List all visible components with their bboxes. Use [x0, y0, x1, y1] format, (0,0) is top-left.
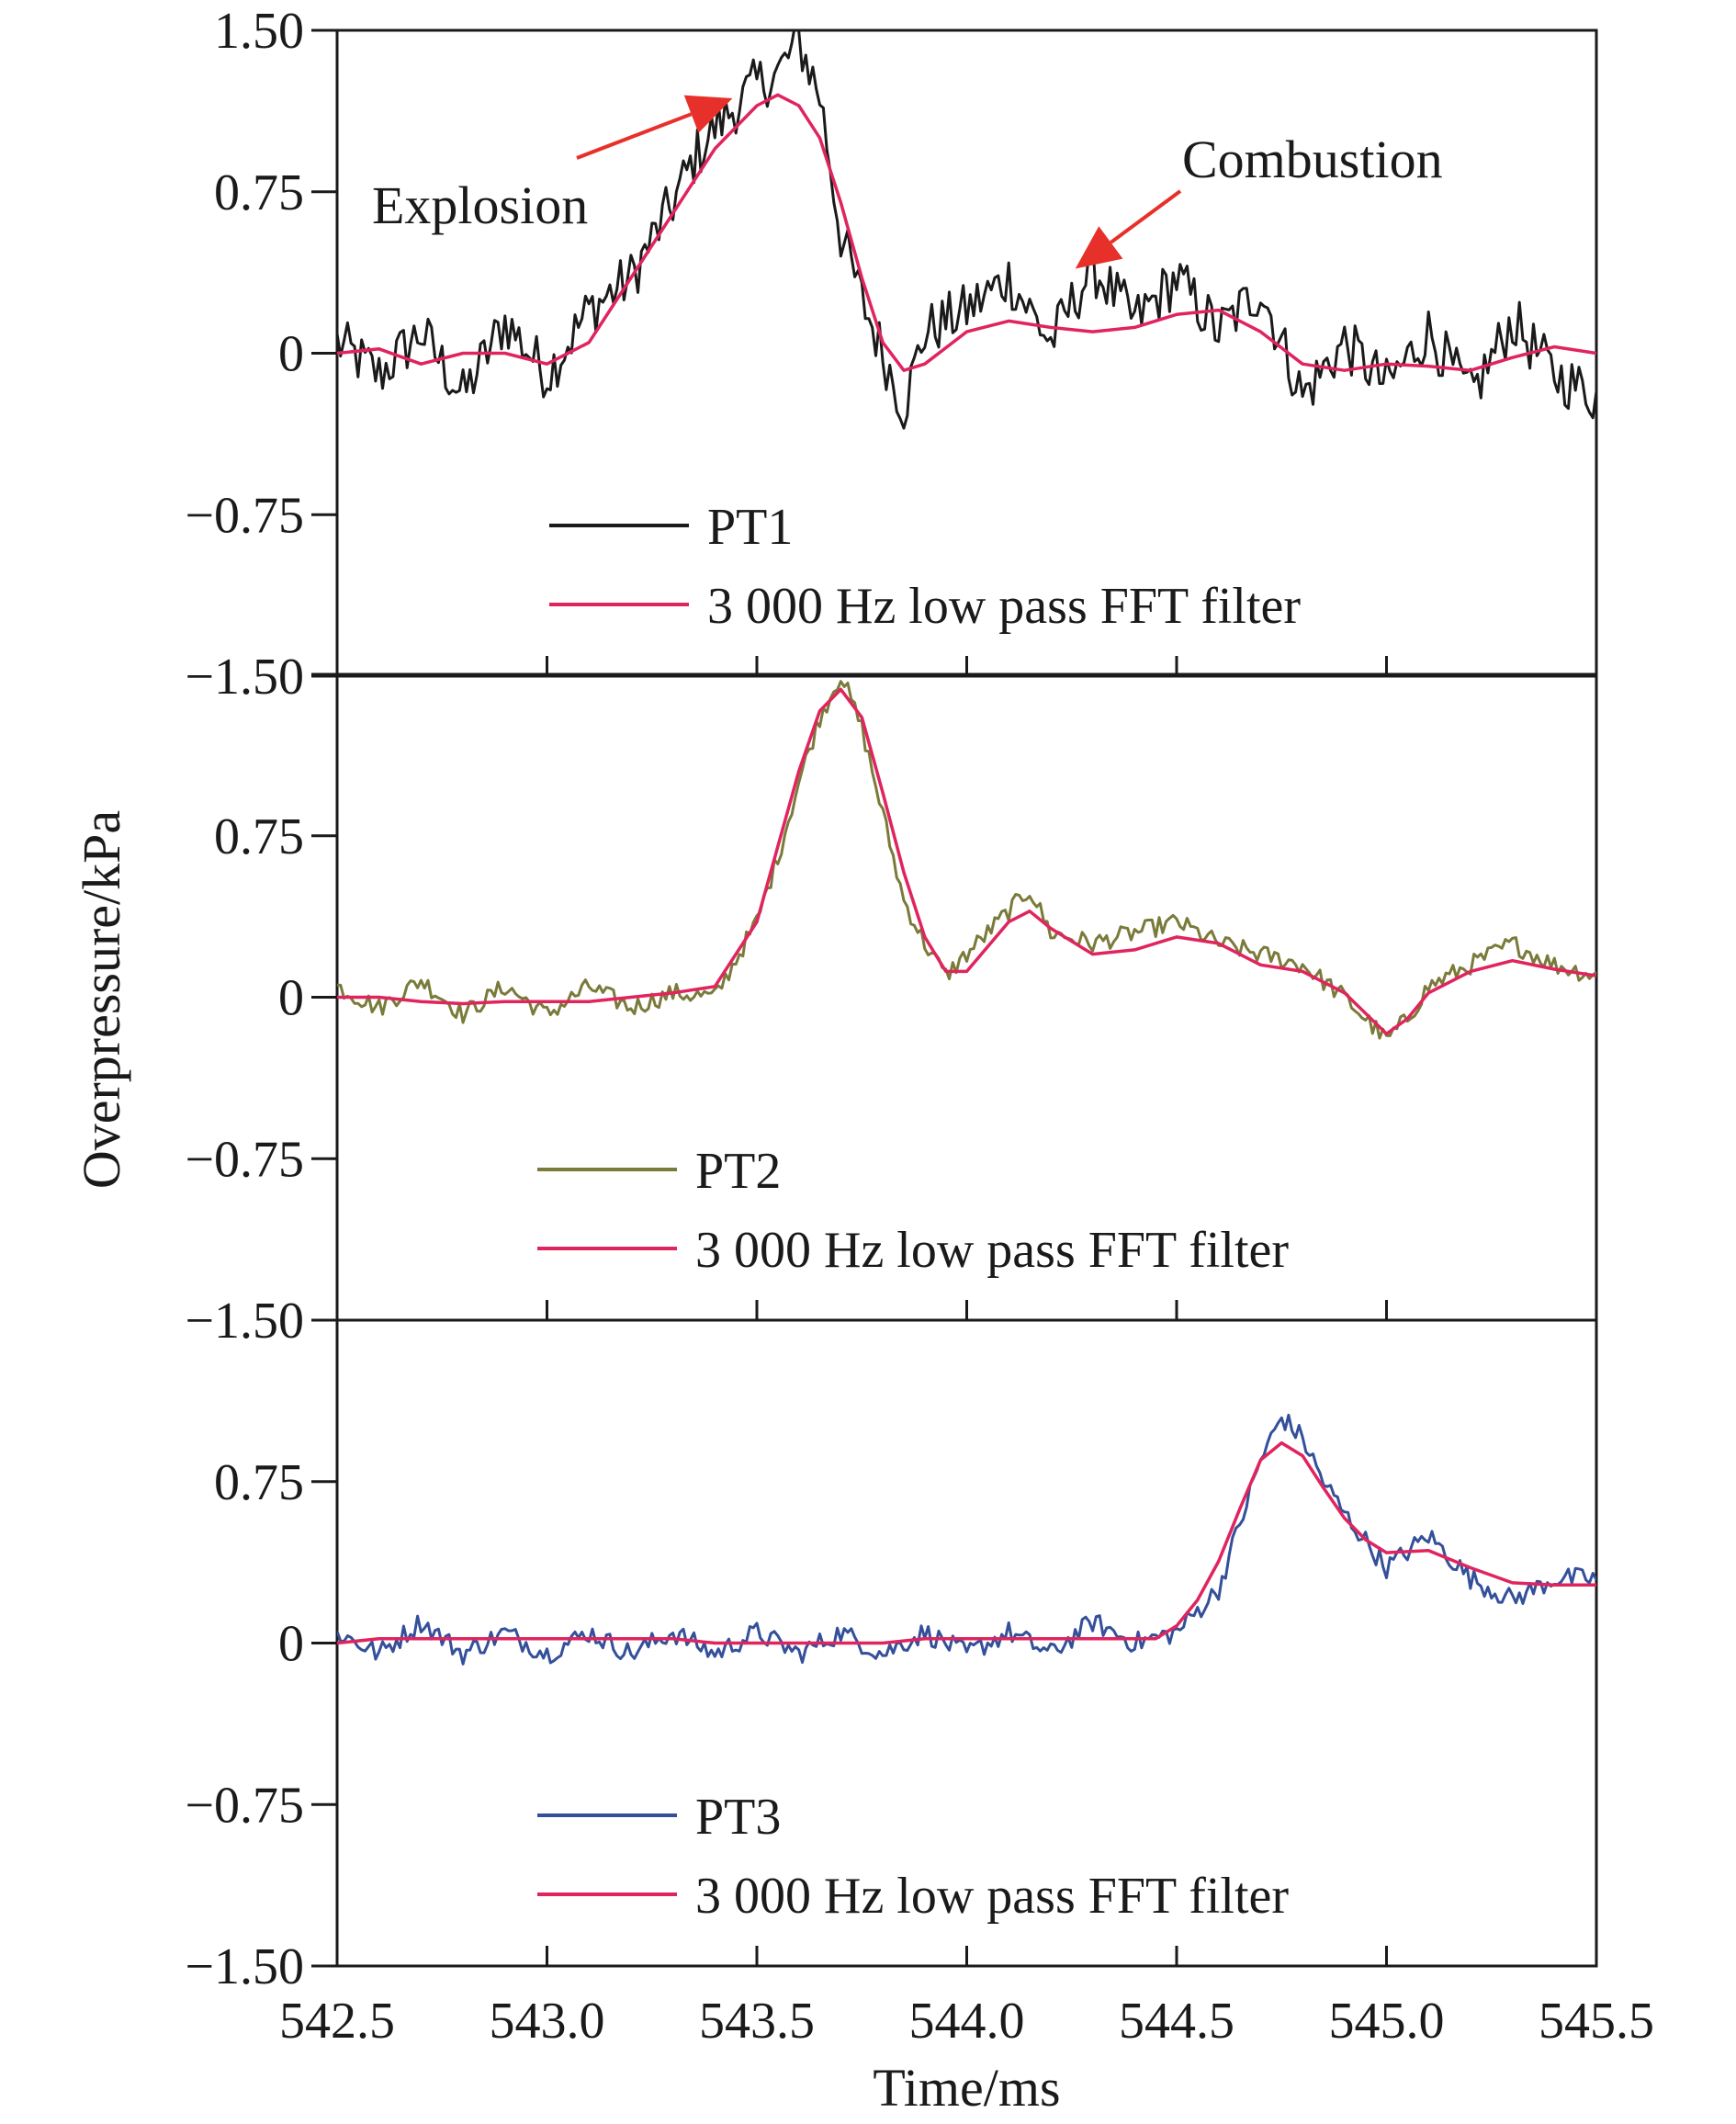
series-pt3-filtered	[337, 1440, 1596, 1645]
y-tick-label: 0.75	[214, 1454, 304, 1511]
annotation-explosion: Explosion	[372, 175, 588, 235]
x-tick-label: 545.5	[1539, 1993, 1654, 2050]
y-tick-label: 0.75	[214, 164, 304, 221]
legend-label-filter: 3 000 Hz low pass FFT filter	[695, 1222, 1289, 1279]
x-axis-title: Time/ms	[873, 2058, 1060, 2118]
y-axis-title: Overpressure/kPa	[72, 810, 131, 1189]
x-tick-label: 544.0	[909, 1993, 1025, 2050]
series-pt2-filtered	[337, 687, 1596, 1036]
legend-label-pt3: PT3	[695, 1789, 781, 1846]
series-pt1-filtered	[337, 93, 1596, 372]
combustion-arrow	[1075, 189, 1182, 269]
legend-label-filter: 3 000 Hz low pass FFT filter	[695, 1868, 1289, 1925]
y-tick-label: −0.75	[185, 1131, 304, 1188]
panel-pt1: 1.50 0.75 0 −0.75 −1.50 PT1 3 000 Hz low pass …	[185, 3, 1598, 706]
series-pt1-raw	[337, 30, 1596, 430]
y-tick-label: 0	[278, 970, 304, 1027]
y-tick-label: 0	[278, 326, 304, 383]
x-tick-label: 543.0	[490, 1993, 605, 2050]
legend-label-filter: 3 000 Hz low pass FFT filter	[707, 578, 1301, 635]
y-tick-label: −1.50	[185, 1293, 304, 1350]
panel-pt2: 0.75 0 −0.75 −1.50 PT2 3 000 Hz low pass FFT …	[185, 672, 1598, 1350]
y-tick-label: 1.50	[214, 3, 304, 60]
series-pt2-raw	[337, 680, 1596, 1040]
y-tick-label: 0.75	[214, 808, 304, 865]
legend-label-pt2: PT2	[695, 1143, 781, 1200]
x-tick-label: 544.5	[1119, 1993, 1234, 2050]
y-tick-label: −1.50	[185, 1938, 304, 1995]
y-tick-label: −1.50	[185, 649, 304, 706]
y-tick-label: −0.75	[185, 487, 304, 544]
panel-pt3: 0.75 0 −0.75 −1.50 PT3 3 000 Hz low pass FFT …	[185, 1318, 1598, 1995]
legend-label-pt1: PT1	[707, 499, 793, 556]
y-tick-label: −0.75	[185, 1777, 304, 1834]
x-tick-label: 542.5	[279, 1993, 395, 2050]
explosion-arrow	[576, 95, 733, 160]
series-pt3-raw	[337, 1413, 1596, 1666]
x-tick-label: 543.5	[699, 1993, 815, 2050]
annotation-combustion: Combustion	[1182, 130, 1443, 189]
x-tick-label: 545.0	[1329, 1993, 1445, 2050]
y-tick-label: 0	[278, 1616, 304, 1673]
